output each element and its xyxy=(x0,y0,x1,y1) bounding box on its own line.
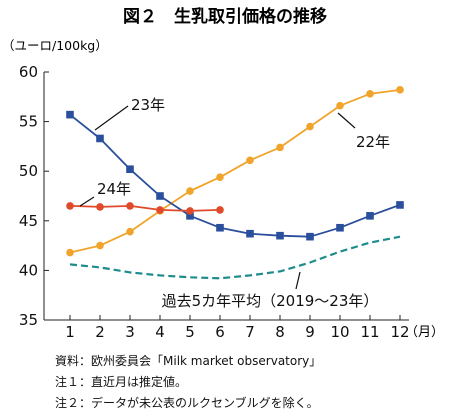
note-2: 注２：データが未公表のルクセンブルグを除く。 xyxy=(55,395,319,410)
series-0-leader-line xyxy=(337,112,356,129)
series-2-label: 24年 xyxy=(97,180,131,198)
x-tick-label: 7 xyxy=(245,323,255,341)
series-1-line xyxy=(69,113,401,238)
series-1-point xyxy=(366,212,374,220)
y-tick-label: 55 xyxy=(19,113,38,131)
series-3-group xyxy=(69,235,401,280)
series-1-label: 23年 xyxy=(131,96,165,114)
series-1-point xyxy=(246,229,254,238)
series-0-point xyxy=(276,143,284,152)
series-3-line xyxy=(69,235,401,280)
x-tick-label: 1 xyxy=(65,323,75,341)
series-1-point xyxy=(276,231,284,240)
x-tick-label: 6 xyxy=(215,323,225,341)
series-0-point xyxy=(336,101,344,110)
note-1: 注１：直近月は推定値。 xyxy=(55,374,187,389)
series-1-group xyxy=(66,110,404,241)
series-1-point xyxy=(126,165,134,174)
series-2-leader-line xyxy=(79,196,95,207)
series-0-point xyxy=(366,90,374,98)
series-2-point xyxy=(96,203,104,211)
series-2-line xyxy=(69,205,221,212)
x-tick-label: 12 xyxy=(390,323,409,341)
x-tick-label: 10 xyxy=(330,323,349,341)
series-0-point xyxy=(246,156,254,165)
series-2-point xyxy=(126,202,134,210)
y-tick-label: 40 xyxy=(19,261,38,279)
x-axis-unit-label: （月） xyxy=(405,325,444,340)
x-tick-label: 8 xyxy=(275,323,285,341)
series-0-point xyxy=(216,173,224,181)
series-0-label: 22年 xyxy=(356,133,390,151)
series-1-point xyxy=(96,134,104,143)
series-0-point xyxy=(96,241,104,250)
series-1-leader-line xyxy=(94,105,129,131)
x-tick-label: 11 xyxy=(360,323,379,341)
x-tick-label: 9 xyxy=(305,323,315,341)
y-axis-unit-label: （ユーロ/100kg） xyxy=(2,38,108,53)
y-tick-label: 35 xyxy=(19,311,38,329)
series-1-point xyxy=(336,223,344,232)
series-3-label: 過去5カ年平均（2019～23年） xyxy=(162,292,379,310)
series-2-group xyxy=(66,202,224,215)
series-1-point xyxy=(216,223,224,232)
source-note: 資料：欧州委員会「Milk market observatory」 xyxy=(55,354,321,368)
x-tick-label: 5 xyxy=(185,323,195,341)
series-1-point xyxy=(396,201,404,209)
series-1-point xyxy=(156,192,164,200)
series-2-point xyxy=(66,202,74,210)
x-tick-label: 4 xyxy=(155,323,165,341)
y-tick-label: 50 xyxy=(19,162,38,180)
y-tick-label: 60 xyxy=(19,63,38,81)
series-2-point xyxy=(216,206,224,214)
series-2-point xyxy=(186,207,194,215)
x-tick-label: 3 xyxy=(125,323,135,341)
series-0-line xyxy=(69,89,401,254)
series-0-point xyxy=(396,86,404,94)
x-tick-label: 2 xyxy=(95,323,105,341)
series-lines xyxy=(66,86,404,280)
series-0-point xyxy=(306,122,314,131)
series-1-point xyxy=(306,232,314,241)
series-2-point xyxy=(156,206,164,214)
series-0-point xyxy=(66,248,74,257)
series-0-point xyxy=(186,187,194,195)
series-1-point xyxy=(186,212,194,220)
chart-title: 図２ 生乳取引価格の推移 xyxy=(123,6,327,27)
y-tick-label: 45 xyxy=(19,212,38,230)
series-3-leader-line xyxy=(295,271,301,290)
series-0-point xyxy=(126,227,134,236)
series-1-point xyxy=(66,110,74,119)
